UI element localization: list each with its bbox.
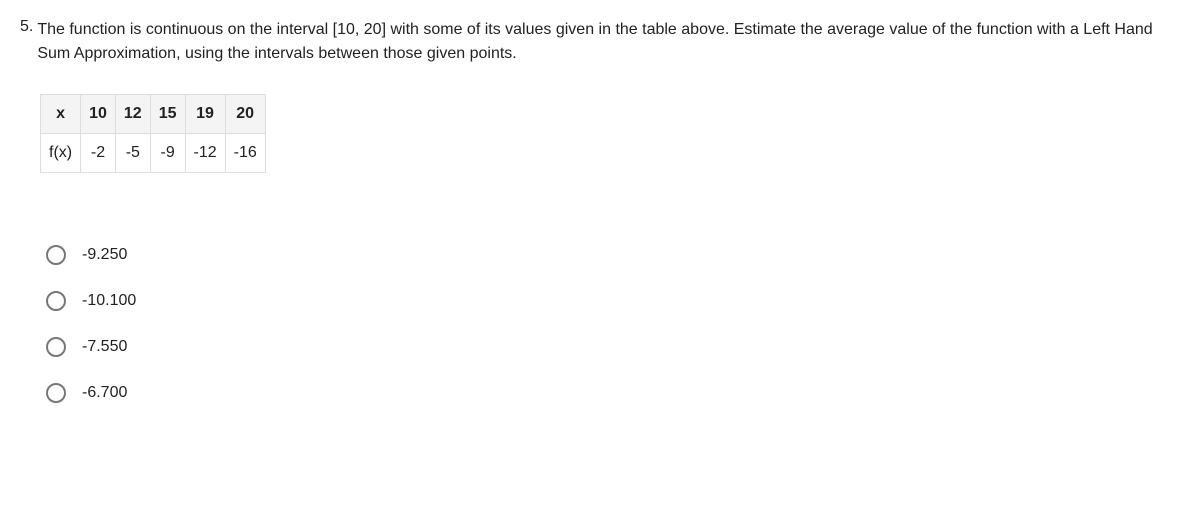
radio-icon bbox=[46, 337, 66, 357]
table-header-label: x bbox=[41, 95, 81, 134]
answer-option-label: -7.550 bbox=[82, 338, 127, 356]
question-block: 5. The function is continuous on the int… bbox=[20, 18, 1180, 66]
radio-icon bbox=[46, 383, 66, 403]
answer-option-3[interactable]: -6.700 bbox=[46, 383, 1180, 403]
table-x-0: 10 bbox=[81, 95, 116, 134]
table-row: f(x) -2 -5 -9 -12 -16 bbox=[41, 134, 266, 173]
table-header-row: x 10 12 15 19 20 bbox=[41, 95, 266, 134]
table-fx-0: -2 bbox=[81, 134, 116, 173]
radio-icon bbox=[46, 291, 66, 311]
table-fx-1: -5 bbox=[115, 134, 150, 173]
answer-option-0[interactable]: -9.250 bbox=[46, 245, 1180, 265]
table-fx-3: -12 bbox=[185, 134, 225, 173]
answer-options: -9.250 -10.100 -7.550 -6.700 bbox=[46, 245, 1180, 403]
question-number: 5. bbox=[20, 18, 37, 36]
answer-option-label: -9.250 bbox=[82, 246, 127, 264]
radio-icon bbox=[46, 245, 66, 265]
table-row-label: f(x) bbox=[41, 134, 81, 173]
table-x-4: 20 bbox=[225, 95, 265, 134]
table-x-2: 15 bbox=[150, 95, 185, 134]
answer-option-1[interactable]: -10.100 bbox=[46, 291, 1180, 311]
data-table: x 10 12 15 19 20 f(x) -2 -5 -9 -12 -16 bbox=[40, 94, 266, 173]
table-fx-2: -9 bbox=[150, 134, 185, 173]
answer-option-label: -10.100 bbox=[82, 292, 136, 310]
answer-option-2[interactable]: -7.550 bbox=[46, 337, 1180, 357]
answer-option-label: -6.700 bbox=[82, 384, 127, 402]
table-fx-4: -16 bbox=[225, 134, 265, 173]
table-x-3: 19 bbox=[185, 95, 225, 134]
question-text: The function is continuous on the interv… bbox=[37, 18, 1180, 66]
table-x-1: 12 bbox=[115, 95, 150, 134]
